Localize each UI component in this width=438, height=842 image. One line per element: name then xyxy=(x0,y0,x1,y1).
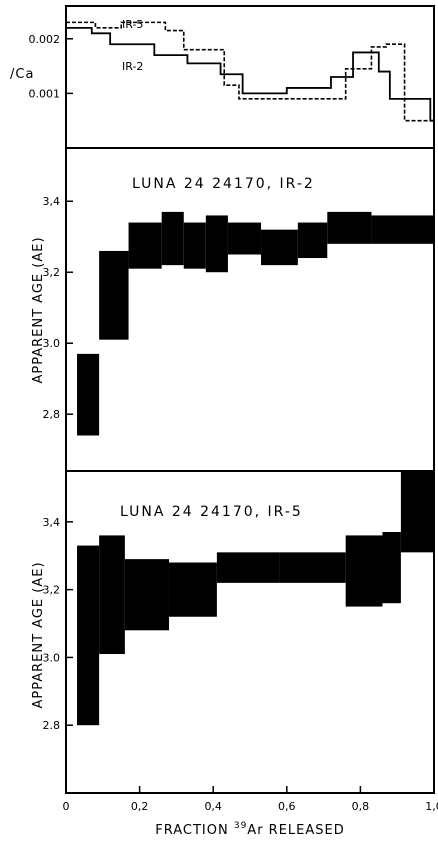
series-ir2-line xyxy=(66,26,434,122)
series-ir5-line xyxy=(66,21,434,122)
ytick-label: 3,4 xyxy=(43,195,61,208)
age-step-box xyxy=(161,211,184,266)
age-step-box xyxy=(261,229,298,266)
top-panel-ylabel: /Ca xyxy=(10,67,34,82)
age-step-box xyxy=(227,222,262,255)
top-panel-yticks: 0.001 0.002 xyxy=(29,33,73,100)
ytick-label: 3.0 xyxy=(43,337,61,350)
ytick-label: 3,2 xyxy=(43,266,61,279)
ytick-label: 0.002 xyxy=(29,33,61,46)
ytick-label: 2.8 xyxy=(43,719,61,732)
age-step-box xyxy=(371,215,434,244)
x-axis-label: FRACTION 39Ar RELEASED xyxy=(155,821,345,838)
xtick-label: 1,0 xyxy=(425,800,438,813)
bottom-panel-age-steps xyxy=(77,471,434,726)
bottom-panel-title: LUNA 24 24170, IR-5 xyxy=(120,504,303,520)
age-step-box xyxy=(99,535,125,655)
age-step-box xyxy=(183,222,206,269)
age-step-box xyxy=(400,471,434,553)
xtick-label: 0,4 xyxy=(204,800,222,813)
age-step-box xyxy=(216,552,280,583)
xtick-label: 0,6 xyxy=(278,800,296,813)
xtick-label: 0,2 xyxy=(131,800,149,813)
ytick-label: 3,4 xyxy=(43,516,61,529)
series-label-ir5: IR-5 xyxy=(122,18,143,31)
bottom-panel-yticks: 2.8 3.0 3,2 3,4 xyxy=(43,516,73,732)
bottom-panel-frame xyxy=(65,470,435,794)
age-step-box xyxy=(124,559,170,631)
x-axis-label-pre: FRACTION xyxy=(155,823,234,838)
age-step-box xyxy=(297,222,328,259)
series-label-ir2: IR-2 xyxy=(122,60,143,73)
age-step-box xyxy=(279,552,346,583)
bottom-panel-ylabel: APPARENT AGE (AE) xyxy=(31,561,46,708)
ytick-label: 3.0 xyxy=(43,651,61,664)
middle-panel-ylabel: APPARENT AGE (AE) xyxy=(31,236,46,383)
age-step-box xyxy=(99,250,129,340)
xtick-label: 0,8 xyxy=(352,800,370,813)
ytick-label: 2,8 xyxy=(43,408,61,421)
age-step-box xyxy=(327,211,372,244)
xtick-label: 0 xyxy=(63,800,70,813)
age-step-box xyxy=(345,535,383,607)
middle-panel-age-steps xyxy=(77,211,434,436)
age-step-box xyxy=(128,222,162,269)
age-step-box xyxy=(169,562,217,617)
ytick-label: 3,2 xyxy=(43,584,61,597)
bottom-panel-xticks: 0 0,2 0,4 0,6 0,8 1,0 xyxy=(63,786,438,813)
ytick-label: 0.001 xyxy=(29,87,61,100)
age-step-box xyxy=(77,353,100,436)
x-axis-label-post: Ar RELEASED xyxy=(247,823,344,838)
age-step-box xyxy=(205,215,228,273)
age-step-box xyxy=(77,545,100,726)
middle-panel-yticks: 2,8 3.0 3,2 3,4 xyxy=(43,195,73,421)
middle-panel-title: LUNA 24 24170, IR-2 xyxy=(132,176,315,192)
x-axis-label-sup: 39 xyxy=(234,821,247,831)
age-step-box xyxy=(382,532,401,604)
